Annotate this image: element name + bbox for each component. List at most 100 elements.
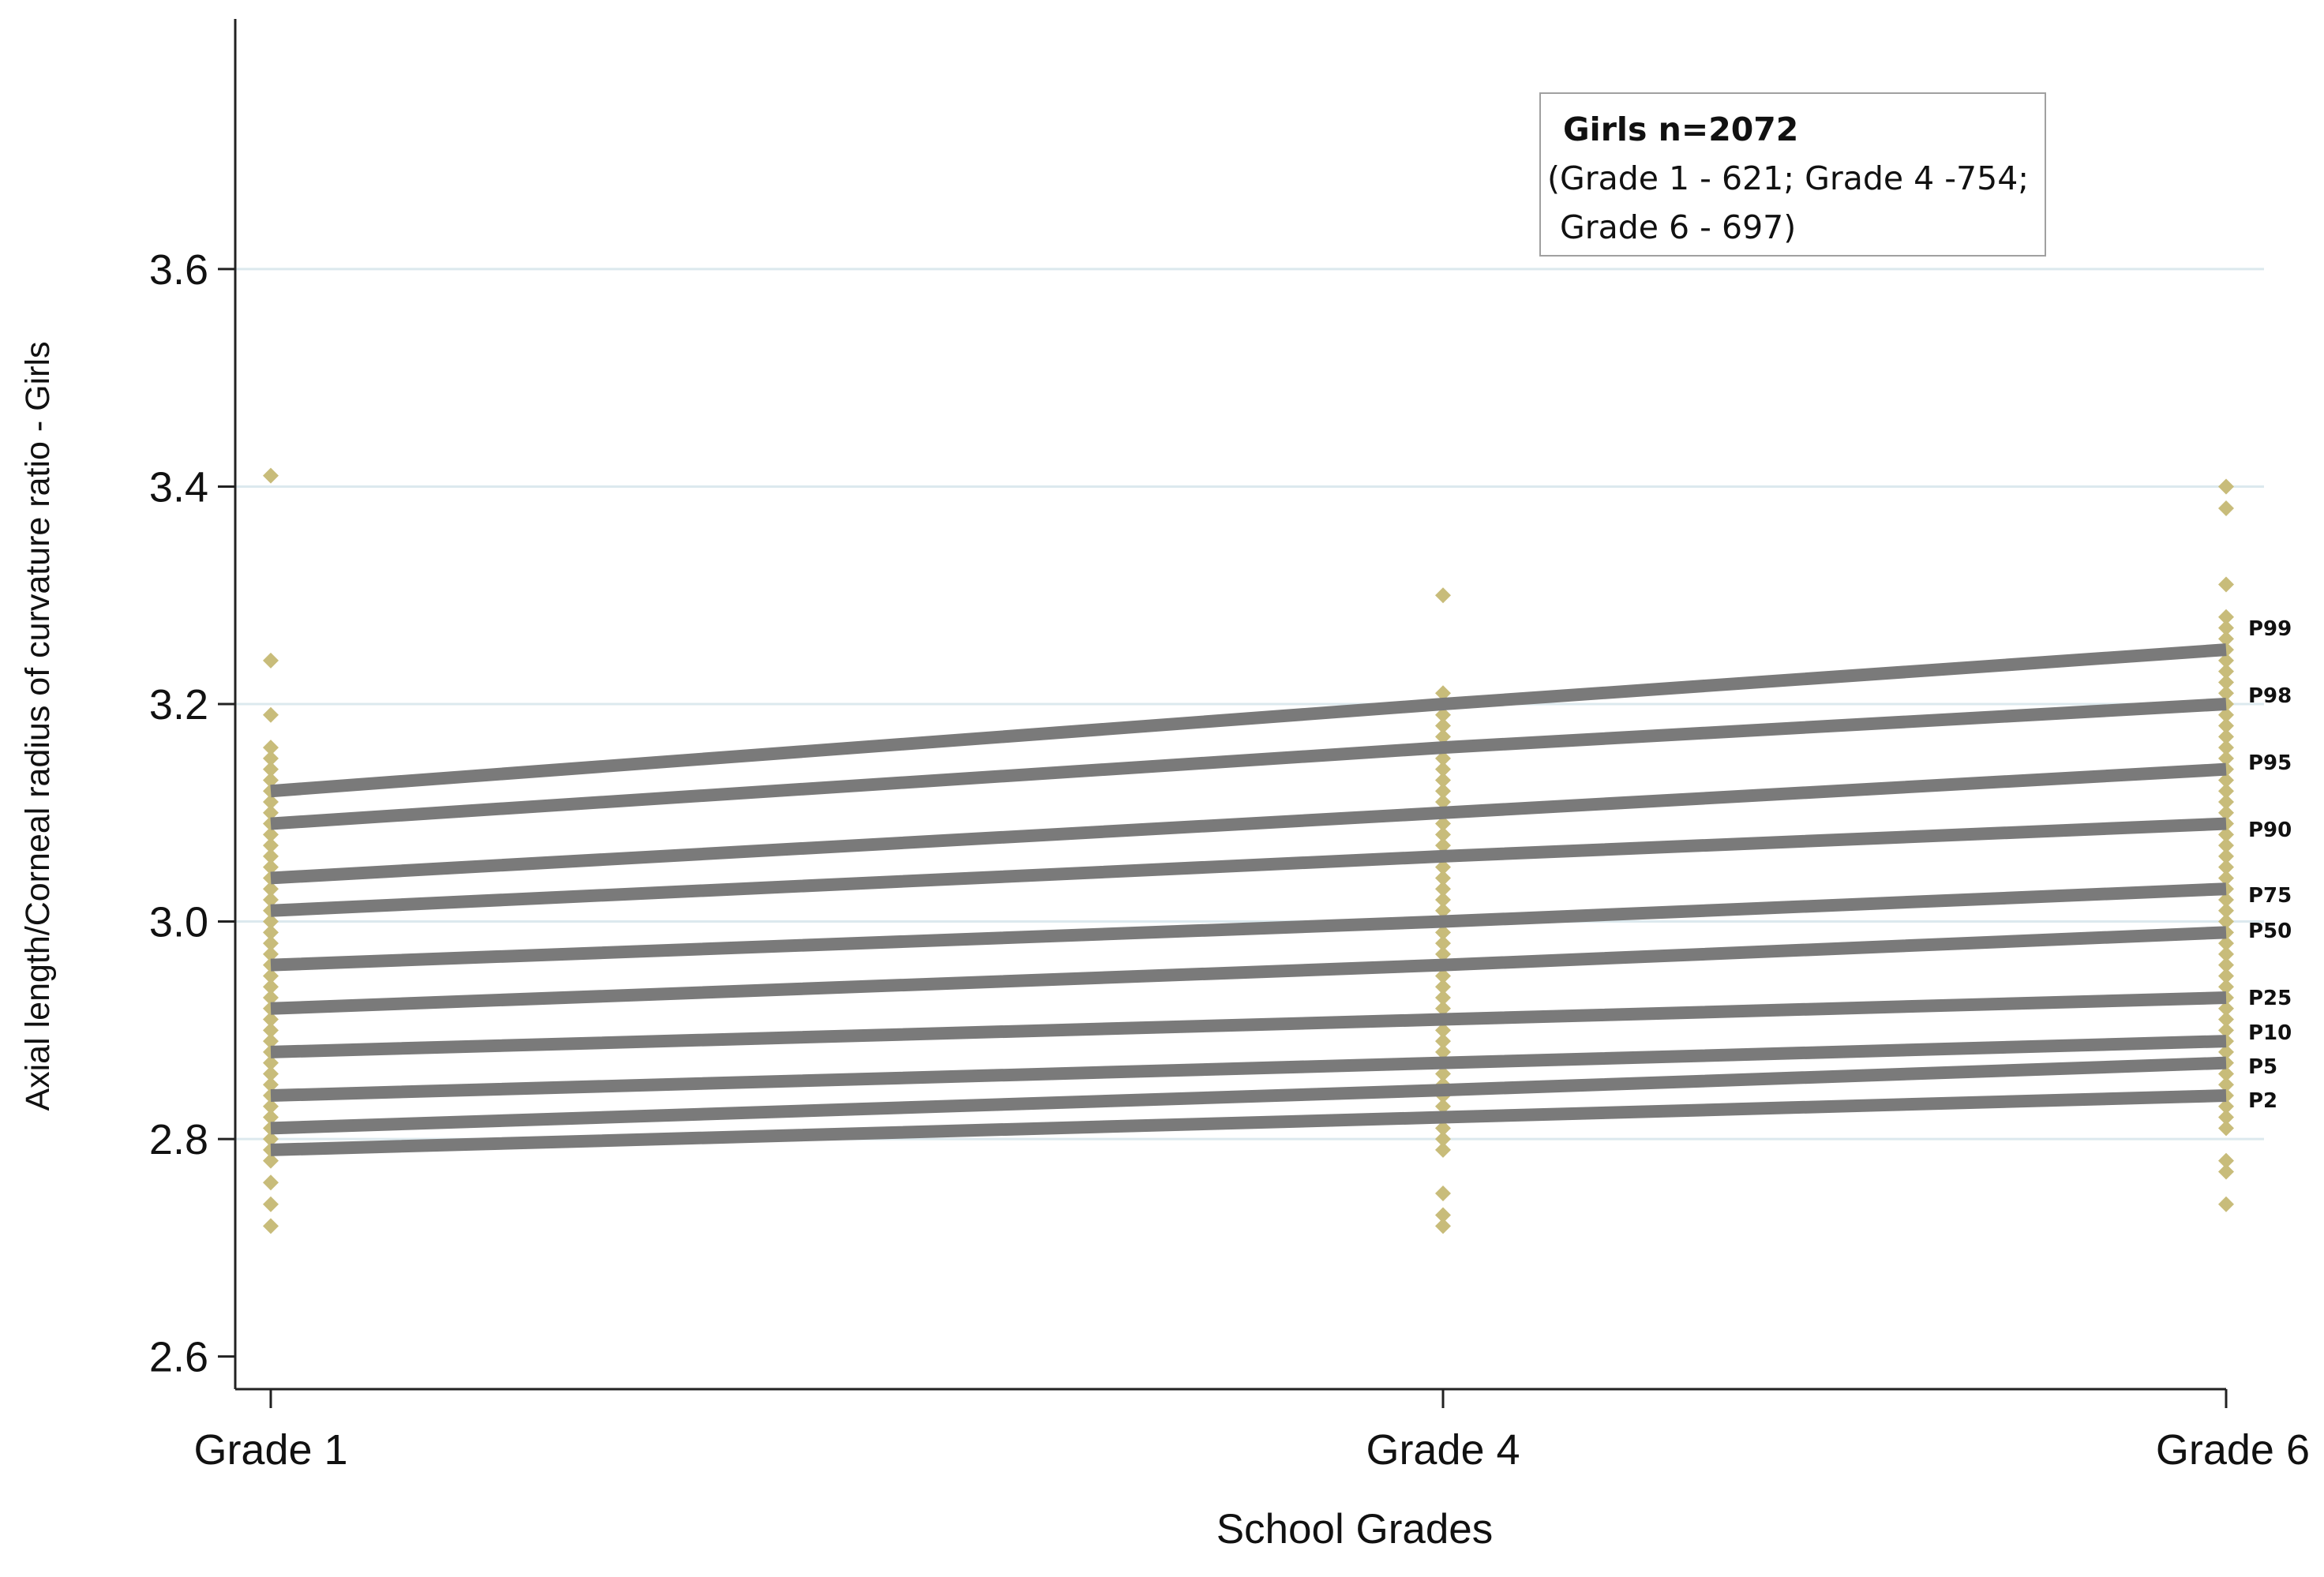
percentile-label: P25 (2248, 987, 2292, 1010)
data-point (263, 892, 279, 908)
data-point (2218, 913, 2234, 930)
percentile-line-p50 (270, 926, 2227, 1015)
data-point (1435, 685, 1451, 702)
data-point (263, 881, 279, 897)
data-point (1435, 772, 1451, 788)
data-point (2218, 1120, 2234, 1137)
data-point (2218, 1000, 2234, 1017)
x-tick-label: Grade 1 (193, 1426, 347, 1474)
x-tick-label: Grade 6 (2156, 1426, 2310, 1474)
data-point (1435, 815, 1451, 832)
percentile-label: P2 (2248, 1089, 2277, 1113)
data-point (263, 859, 279, 875)
data-point (263, 1022, 279, 1039)
data-point (2218, 1163, 2234, 1180)
data-point (263, 990, 279, 1006)
data-point (1435, 826, 1451, 843)
data-point (263, 913, 279, 930)
percentile-line-p25 (270, 991, 2227, 1058)
data-point (263, 1196, 279, 1212)
data-point (1435, 1186, 1451, 1201)
data-point (1435, 1043, 1451, 1060)
data-point (1435, 761, 1451, 777)
data-point (263, 1109, 279, 1126)
data-point (263, 968, 279, 984)
percentile-label: P99 (2248, 617, 2292, 641)
data-point (2218, 826, 2234, 843)
data-point (2218, 1066, 2234, 1082)
data-point (1435, 979, 1451, 995)
data-point (2218, 1196, 2234, 1212)
data-point (263, 1054, 279, 1071)
data-point (2218, 946, 2234, 962)
y-tick-label: 2.8 (149, 1116, 208, 1163)
data-point (2218, 1043, 2234, 1060)
data-point (1435, 1131, 1451, 1148)
data-point (1435, 881, 1451, 897)
data-point (1435, 794, 1451, 810)
y-axis-title: Axial length/Corneal radius of curvature… (19, 341, 57, 1111)
data-point (1435, 706, 1451, 723)
data-point (263, 1033, 279, 1050)
sample-size-annotation: Girls n=2072 (Grade 1 - 621; Grade 4 -75… (1539, 92, 2046, 257)
data-point (263, 467, 279, 484)
data-point (2218, 1022, 2234, 1039)
data-point (263, 946, 279, 962)
annotation-title: Girls n=2072 (1563, 111, 1799, 148)
data-point (2218, 652, 2234, 669)
data-point (2218, 935, 2234, 952)
data-point (1435, 1098, 1451, 1114)
data-point (1435, 750, 1451, 766)
data-point (263, 750, 279, 766)
data-point (2218, 750, 2234, 766)
percentile-lines (270, 643, 2227, 1156)
data-point (1435, 1218, 1451, 1234)
data-point (1435, 1207, 1451, 1223)
data-point (263, 848, 279, 864)
data-point (2218, 740, 2234, 756)
percentile-label: P98 (2248, 684, 2292, 708)
annotation-line-3: Grade 6 - 697) (1560, 208, 1797, 246)
data-point (2218, 500, 2234, 516)
data-point (2218, 674, 2234, 691)
percentile-line-p90 (270, 817, 2227, 917)
percentile-label: P10 (2248, 1021, 2292, 1045)
annotation-line-2: (Grade 1 - 621; Grade 4 -754; (1547, 159, 2030, 197)
data-point (263, 1174, 279, 1191)
data-point (1435, 1066, 1451, 1082)
percentile-line-p95 (270, 762, 2227, 885)
y-tick-label: 3.0 (149, 899, 208, 946)
data-point (263, 826, 279, 843)
data-point (2218, 1098, 2234, 1114)
data-point (1435, 924, 1451, 941)
data-point (263, 1011, 279, 1028)
data-point (2218, 968, 2234, 984)
data-point (2218, 631, 2234, 647)
percentile-line-p5 (270, 1056, 2227, 1135)
data-point (263, 1098, 279, 1114)
data-point (2218, 957, 2234, 973)
data-point (2218, 729, 2234, 745)
data-point (1435, 587, 1451, 604)
data-point (1435, 1120, 1451, 1137)
data-point (1435, 990, 1451, 1006)
data-point (2218, 663, 2234, 680)
percentile-label: P75 (2248, 884, 2292, 908)
data-point (2218, 794, 2234, 810)
x-axis-title: School Grades (1216, 1506, 1494, 1553)
percentile-label: P5 (2248, 1055, 2277, 1079)
data-point (1435, 892, 1451, 908)
data-point (2218, 1077, 2234, 1093)
data-point (1435, 902, 1451, 919)
data-point (1435, 1141, 1451, 1158)
data-point (263, 935, 279, 952)
data-point (1435, 1000, 1451, 1017)
data-point (263, 804, 279, 821)
data-point (1435, 837, 1451, 854)
grid-lines (235, 268, 2264, 1141)
axes (218, 19, 2228, 1408)
data-point (2218, 620, 2234, 636)
data-point (2218, 870, 2234, 886)
data-point (1435, 870, 1451, 886)
data-point (1435, 1022, 1451, 1039)
